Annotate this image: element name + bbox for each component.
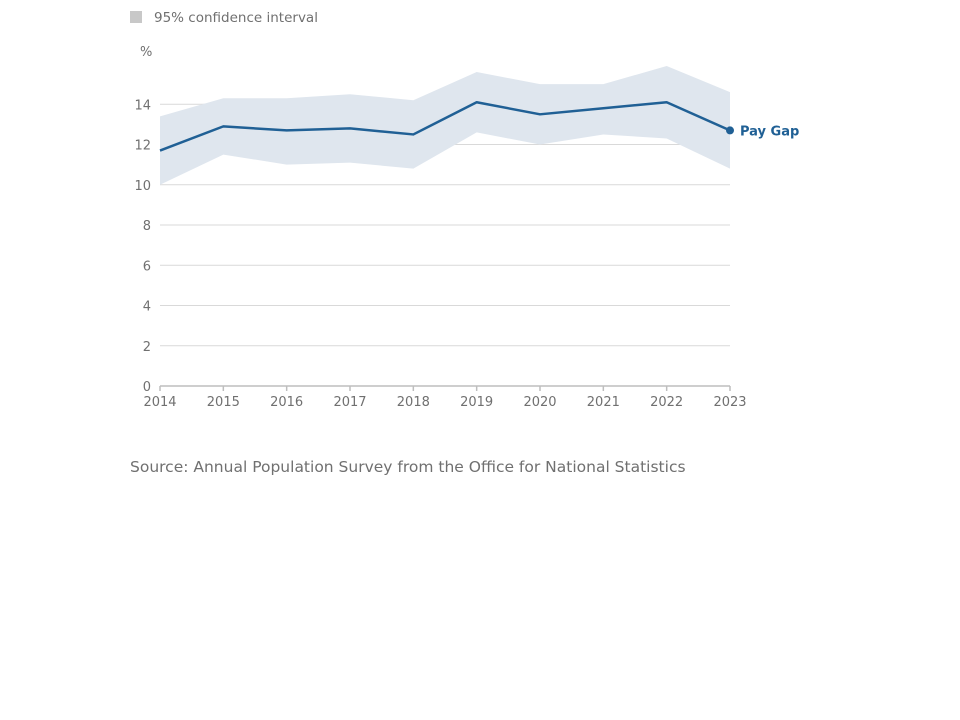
confidence-band	[160, 66, 730, 185]
x-tick-label: 2018	[397, 395, 430, 410]
pay-gap-end-point	[726, 126, 734, 135]
x-tick-label: 2017	[333, 395, 366, 410]
y-axis-tick-labels: 0 2 4 6 8 10 12 14	[134, 98, 151, 395]
y-tick-label: 8	[143, 219, 151, 234]
source-note: Source: Annual Population Survey from th…	[130, 458, 686, 476]
y-tick-label: 0	[143, 380, 151, 395]
legend-swatch	[130, 11, 142, 23]
y-tick-label: 6	[143, 259, 151, 274]
pay-gap-line	[159, 100, 731, 152]
legend-label: 95% confidence interval	[154, 10, 318, 26]
y-tick-label: 12	[134, 139, 151, 154]
x-axis-tick-labels: 2014 2015 2016 2017 2018 2019 2020 2021 2022 2023	[143, 395, 746, 410]
x-tick-label: 2019	[460, 395, 493, 410]
x-tick-label: 2015	[207, 395, 240, 410]
legend: 95% confidence interval	[130, 10, 318, 26]
x-axis	[159, 385, 731, 391]
y-tick-label: 4	[143, 300, 151, 315]
y-axis-unit-label: %	[140, 45, 152, 60]
y-tick-label: 2	[143, 340, 151, 355]
x-tick-label: 2014	[143, 395, 176, 410]
x-tick-label: 2021	[587, 395, 620, 410]
x-tick-label: 2016	[270, 395, 303, 410]
y-tick-label: 14	[134, 98, 151, 113]
confidence-band-area	[160, 66, 730, 185]
pay-gap-series-label: Pay Gap	[740, 124, 799, 139]
y-tick-label: 10	[134, 179, 151, 194]
x-tick-label: 2022	[650, 395, 683, 410]
x-tick-label: 2023	[713, 395, 746, 410]
pay-gap-series: Pay Gap	[159, 100, 799, 152]
x-tick-label: 2020	[523, 395, 556, 410]
